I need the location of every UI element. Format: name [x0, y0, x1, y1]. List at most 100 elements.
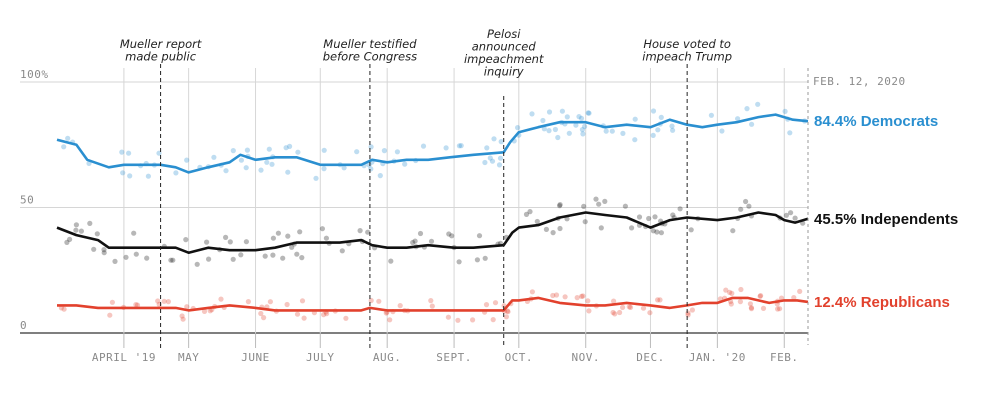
poll-dot-republicans: [574, 295, 580, 301]
series-label-independents: 45.5% Independents: [814, 211, 958, 228]
poll-dot-republicans: [343, 315, 349, 321]
poll-dot-republicans: [738, 286, 744, 293]
poll-dot-independents: [738, 206, 744, 212]
poll-dot-independents: [602, 198, 608, 204]
poll-dot-independents: [357, 228, 363, 234]
poll-dot-independents: [670, 212, 676, 218]
poll-dot-independents: [206, 256, 212, 262]
poll-dot-independents: [598, 225, 604, 231]
poll-dot-democrats: [65, 135, 71, 141]
poll-dot-independents: [474, 257, 480, 263]
poll-dot-republicans: [655, 297, 661, 303]
poll-dot-republicans: [553, 292, 560, 298]
poll-dot-democrats: [546, 109, 553, 115]
poll-dot-republicans: [61, 306, 67, 312]
poll-dot-democrats: [491, 136, 497, 142]
poll-dot-republicans: [294, 311, 301, 317]
event-annotation-line: Mueller testified: [323, 37, 417, 51]
poll-dot-independents: [410, 239, 416, 246]
poll-dot-independents: [223, 234, 229, 240]
poll-dot-democrats: [238, 157, 244, 163]
poll-dot-democrats: [497, 155, 504, 161]
poll-dot-republicans: [579, 293, 585, 299]
poll-dot-independents: [412, 238, 418, 244]
poll-dot-republicans: [455, 317, 461, 323]
poll-dot-democrats: [368, 144, 374, 150]
poll-dot-republicans: [376, 298, 382, 304]
poll-dot-republicans: [617, 309, 623, 316]
poll-dot-independents: [270, 235, 276, 241]
poll-dot-democrats: [566, 130, 572, 136]
poll-dot-democrats: [658, 114, 664, 120]
poll-dot-democrats: [223, 168, 229, 174]
poll-dot-republicans: [748, 305, 755, 311]
poll-dot-independents: [482, 255, 488, 261]
poll-dot-independents: [581, 203, 587, 209]
poll-dot-independents: [270, 252, 276, 258]
poll-dot-democrats: [708, 112, 715, 118]
poll-dot-democrats: [321, 166, 327, 172]
poll-dot-independents: [476, 233, 483, 239]
poll-dot-republicans: [184, 304, 190, 310]
poll-dot-independents: [183, 237, 189, 243]
poll-dot-independents: [788, 210, 794, 216]
event-annotation-line: impeach Trump: [642, 50, 732, 64]
poll-dot-democrats: [585, 110, 591, 116]
poll-dot-republicans: [284, 301, 290, 308]
poll-dot-democrats: [782, 108, 788, 114]
poll-dot-republicans: [133, 302, 139, 308]
event-annotation-line: made public: [125, 50, 197, 64]
poll-dot-independents: [743, 198, 749, 205]
poll-dot-independents: [78, 228, 84, 234]
poll-dot-republicans: [689, 307, 696, 313]
x-tick-label: MAY: [178, 351, 199, 364]
x-tick-label: SEPT.: [436, 351, 472, 364]
poll-dot-democrats: [456, 143, 462, 149]
poll-dot-republicans: [775, 306, 781, 312]
poll-dot-democrats: [482, 159, 488, 166]
event-annotation-line: Pelosi: [487, 27, 521, 41]
poll-dot-independents: [523, 211, 530, 217]
poll-dot-democrats: [496, 162, 503, 168]
poll-dot-independents: [596, 201, 602, 207]
poll-dot-independents: [112, 258, 118, 264]
poll-dot-independents: [365, 229, 371, 235]
poll-dot-independents: [323, 235, 329, 241]
x-tick-label: FEB.: [770, 351, 799, 364]
poll-dot-independents: [557, 202, 563, 208]
x-tick-label: JAN. '20: [689, 351, 746, 364]
poll-dot-democrats: [489, 158, 496, 164]
poll-dot-democrats: [735, 116, 741, 122]
poll-dot-republicans: [640, 305, 647, 311]
poll-dot-republicans: [207, 308, 213, 314]
poll-dot-republicans: [445, 314, 451, 320]
poll-dot-democrats: [582, 123, 588, 130]
x-tick-label: APRIL '19: [92, 351, 156, 364]
x-tick-label: OCT.: [505, 351, 534, 364]
poll-dot-independents: [280, 255, 286, 261]
poll-dot-independents: [227, 239, 233, 245]
poll-dot-democrats: [269, 161, 275, 167]
poll-dot-republicans: [503, 314, 509, 320]
poll-dot-independents: [677, 206, 683, 212]
poll-dot-democrats: [546, 128, 552, 134]
poll-dot-independents: [783, 212, 790, 218]
poll-dot-independents: [67, 236, 73, 242]
poll-dot-democrats: [184, 157, 190, 163]
poll-dot-democrats: [603, 128, 609, 134]
poll-dot-democrats: [555, 134, 561, 141]
poll-dot-republicans: [218, 296, 224, 302]
poll-dot-independents: [144, 255, 150, 261]
poll-dot-democrats: [341, 165, 347, 171]
poll-dot-republicans: [492, 300, 499, 306]
poll-dot-independents: [94, 231, 100, 237]
poll-dot-republicans: [324, 311, 330, 317]
poll-dot-democrats: [632, 137, 638, 143]
poll-dot-republicans: [428, 298, 434, 304]
x-tick-label: JULY: [306, 351, 335, 364]
poll-dot-independents: [646, 215, 652, 222]
event-annotation-line: Mueller report: [120, 37, 202, 51]
poll-dot-republicans: [562, 294, 568, 300]
poll-dot-independents: [289, 244, 295, 250]
y-tick-label: 0: [20, 319, 27, 332]
